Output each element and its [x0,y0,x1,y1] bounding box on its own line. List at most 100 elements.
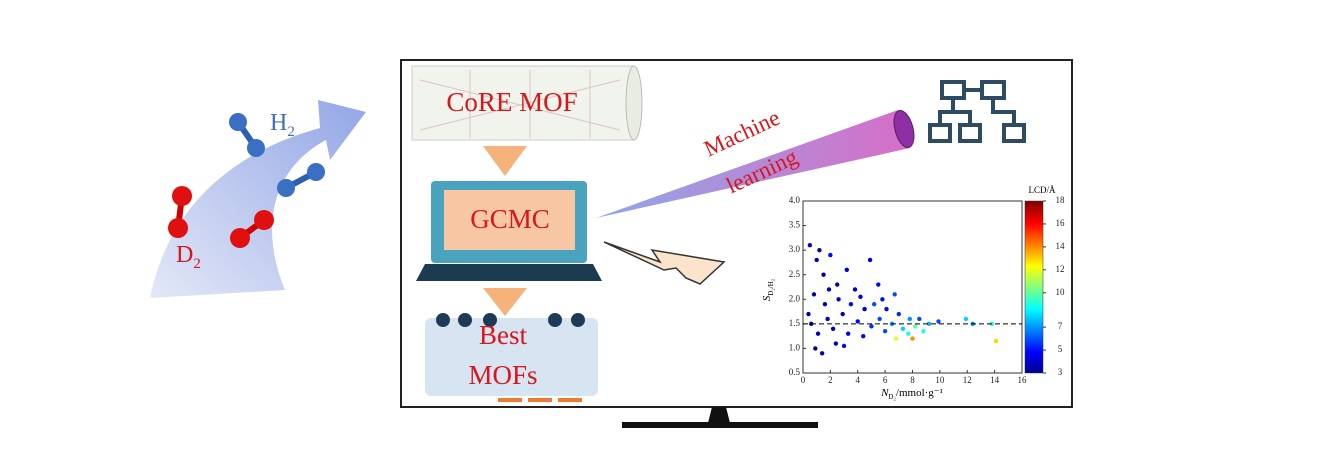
data-point [836,297,841,302]
plot-frame [802,200,1023,374]
y-tick-label: 2.5 [789,269,801,279]
data-point [815,331,821,336]
result-box [425,318,598,396]
x-tick-label: 12 [963,375,972,385]
data-point [893,336,899,341]
data-point [826,287,832,292]
data-point [900,326,906,331]
flow-arrow [150,100,366,298]
database-label: CoRE MOF [446,87,577,117]
down-arrow [483,288,527,316]
colorbar-tick-label: 16 [1056,218,1066,228]
simulation-label: GCMC [470,204,550,234]
x-axis-label: ND₂/mmol·g⁻¹ [880,387,943,401]
data-point [814,257,819,263]
data-point [913,324,918,329]
data-point [806,311,811,317]
y-tick-label: 3.5 [789,220,801,230]
x-tick-label: 16 [1018,375,1028,385]
x-tick-label: 6 [883,375,888,385]
data-point [858,294,863,300]
data-point [830,326,836,331]
data-point [862,306,867,312]
x-tick-label: 0 [801,375,806,385]
ml-cone [596,110,910,218]
monitor-base [622,422,818,428]
monitor-neck [708,407,730,423]
data-point [993,338,999,344]
data-point [819,351,825,356]
colorbar-tick-label: 10 [1056,287,1066,297]
data-point [848,302,854,307]
data-point [817,247,822,253]
result-label: Best [479,320,528,350]
data-point [907,316,912,322]
down-arrow [483,146,527,176]
data-point [906,331,911,336]
cone-end [893,110,915,148]
data-point [807,243,813,248]
x-tick-label: 8 [910,375,915,385]
data-point [833,341,839,346]
data-point [869,324,874,329]
data-point [936,319,941,324]
colorbar-tick-label: 3 [1058,367,1063,377]
data-point [871,302,877,307]
data-point [884,306,889,312]
data-point [921,329,926,334]
x-tick-label: 10 [935,375,945,385]
x-tick-label: 4 [856,375,861,385]
y-tick-label: 2.0 [789,293,801,303]
colorbar-tick-label: 18 [1056,195,1066,205]
data-point [811,292,817,297]
data-point [910,336,915,341]
database-cylinder [411,65,643,141]
data-point [852,287,858,292]
data-point [813,346,818,351]
colorbar-label: LCD/Å [1029,185,1057,195]
data-point [828,252,833,258]
data-point [882,329,888,334]
data-point [855,319,860,324]
data-point [845,331,851,336]
y-axis-label: SD₂/H₂ [761,278,775,301]
scatter-plot: 0 2 4 6 8 10 12 14 16 0.5 1.0 1.5 2.0 2.5 3.0 3.5 4.0 3 5 7… [789,195,1065,385]
y-tick-label: 1.5 [789,318,801,328]
data-point [880,297,885,302]
data-point [877,316,882,322]
colorbar-tick-label: 5 [1058,344,1063,354]
y-tick-label: 1.0 [789,342,801,352]
data-point [917,316,922,322]
bars [498,398,582,402]
laptop-base [416,264,602,281]
data-point [822,302,828,307]
network-icon [928,80,1026,143]
data-point [876,282,881,287]
data-point [896,311,902,317]
data-point [926,321,932,327]
d2-label: D2 [176,242,201,272]
x-tick-label: 14 [990,375,1000,385]
data-point [835,282,840,287]
data-point [825,316,830,322]
y-tick-label: 4.0 [789,195,801,205]
colorbar-tick-label: 7 [1058,321,1063,331]
data-point [963,316,969,322]
colorbar-tick-label: 14 [1056,241,1066,251]
y-tick-label: 3.0 [789,244,801,254]
colorbar [1024,200,1044,374]
data-point [867,257,873,263]
pores [436,313,585,327]
result-label: MOFs [468,360,537,390]
data-point [840,311,845,317]
data-point [844,267,849,272]
molecules [168,113,325,248]
data-point [892,292,897,297]
h2-label: H2 [270,110,295,140]
data-point [861,333,866,339]
colorbar-tick-label: 12 [1056,264,1065,274]
data-point [841,343,847,349]
data-point [821,272,826,277]
y-tick-label: 0.5 [789,367,801,377]
